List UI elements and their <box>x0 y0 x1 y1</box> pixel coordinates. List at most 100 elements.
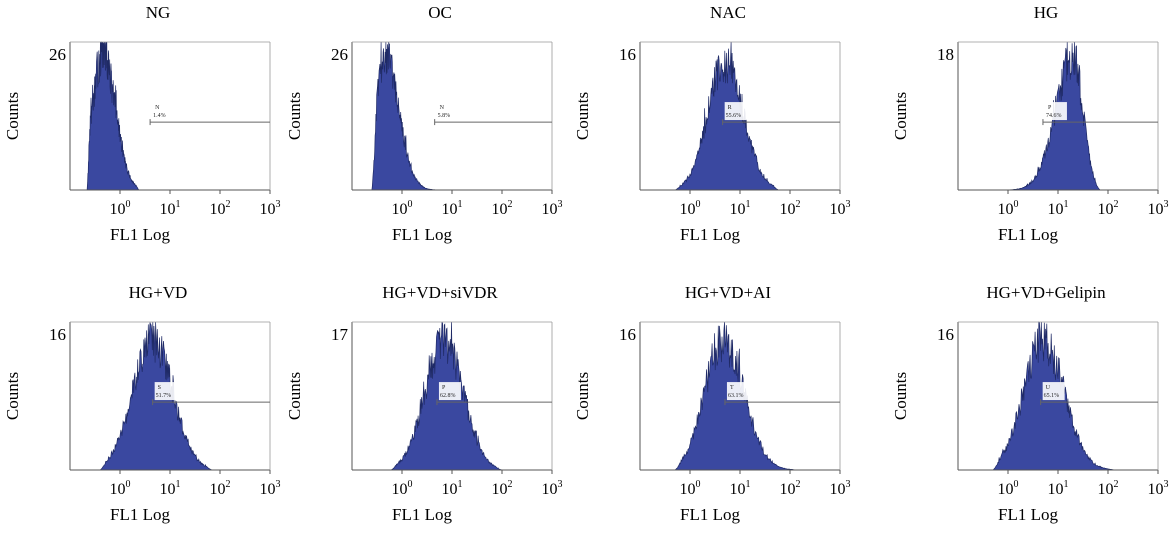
x-tick-label: 102 <box>492 199 513 218</box>
gate-percent: 62.8% <box>440 393 456 399</box>
x-axis-label: FL1 Log <box>680 225 740 244</box>
y-axis-label: Counts <box>891 372 910 420</box>
panel-title: HG <box>1034 3 1059 22</box>
histogram-panel: HG+VD 16 Counts S 51.7% 100 101 102 103 FL1 Log <box>3 283 281 524</box>
panel-title: HG+VD <box>129 283 188 302</box>
y-max-label: 26 <box>49 45 66 64</box>
gate-letter: P <box>1048 105 1052 111</box>
x-tick-label: 102 <box>1098 479 1119 498</box>
x-tick-label: 101 <box>160 199 181 218</box>
y-axis-label: Counts <box>285 372 304 420</box>
histogram-bars <box>1003 41 1102 191</box>
x-tick-label: 100 <box>110 479 131 498</box>
histogram-panel: HG+VD+siVDR 17 Counts P 62.8% 100 101 102 103 FL1… <box>285 283 563 524</box>
histogram-panel: NG 26 Counts N 1.4% 100 101 102 103 FL1 Log <box>3 3 281 244</box>
x-tick-label: 101 <box>1048 199 1069 218</box>
x-tick-label: 100 <box>998 479 1019 498</box>
gate-label-box <box>1044 102 1067 121</box>
gate-letter: S <box>158 385 161 391</box>
y-axis-label: Counts <box>573 92 592 140</box>
x-axis-label: FL1 Log <box>110 225 170 244</box>
x-tick-label: 100 <box>680 199 701 218</box>
panel-title: HG+VD+siVDR <box>382 283 498 302</box>
gate-percent: 1.4% <box>153 113 166 119</box>
histogram-panel: NAC 16 Counts R 55.6% 100 101 102 103 FL1 Log <box>573 3 851 244</box>
x-tick-label: 102 <box>1098 199 1119 218</box>
x-tick-label: 101 <box>442 199 463 218</box>
gate-label-box <box>724 102 747 121</box>
x-tick-label: 101 <box>442 479 463 498</box>
x-tick-label: 100 <box>110 199 131 218</box>
gate-letter: N <box>155 105 160 111</box>
x-axis-label: FL1 Log <box>680 505 740 524</box>
gate-label-box <box>726 382 749 401</box>
histogram-panel: HG+VD+AI 16 Counts T 63.1% 100 101 102 103 FL1 Lo… <box>573 283 851 524</box>
gate-percent: 74.6% <box>1046 113 1062 119</box>
gate-percent: 65.1% <box>1044 393 1060 399</box>
gate-label-box <box>154 382 177 401</box>
y-max-label: 16 <box>49 325 66 344</box>
x-tick-label: 100 <box>998 199 1019 218</box>
x-tick-label: 102 <box>780 199 801 218</box>
x-tick-label: 103 <box>1148 199 1169 218</box>
x-tick-label: 103 <box>542 199 563 218</box>
panel-title: HG+VD+AI <box>685 283 772 302</box>
x-tick-label: 101 <box>730 479 751 498</box>
x-tick-label: 103 <box>830 479 851 498</box>
x-axis-label: FL1 Log <box>998 225 1058 244</box>
gate-letter: R <box>728 105 732 111</box>
gate-label-box <box>1042 382 1065 401</box>
x-tick-label: 102 <box>492 479 513 498</box>
x-tick-label: 103 <box>260 479 281 498</box>
x-axis-label: FL1 Log <box>392 505 452 524</box>
x-tick-label: 100 <box>392 479 413 498</box>
gate-label-box <box>436 102 459 121</box>
gate-letter: P <box>442 385 446 391</box>
y-max-label: 18 <box>937 45 954 64</box>
x-axis-label: FL1 Log <box>110 505 170 524</box>
x-tick-label: 100 <box>392 199 413 218</box>
y-max-label: 16 <box>619 325 636 344</box>
gate-letter: U <box>1046 385 1051 391</box>
y-axis-label: Counts <box>285 92 304 140</box>
histogram-panel: OC 26 Counts N 5.8% 100 101 102 103 FL1 Log <box>285 3 563 244</box>
y-axis-label: Counts <box>3 372 22 420</box>
y-max-label: 17 <box>331 325 349 344</box>
x-tick-label: 102 <box>780 479 801 498</box>
y-max-label: 16 <box>937 325 954 344</box>
gate-percent: 51.7% <box>156 393 172 399</box>
histogram-panel: HG 18 Counts P 74.6% 100 101 102 103 FL1 Log <box>891 3 1169 244</box>
histogram-bars <box>86 41 140 191</box>
x-tick-label: 103 <box>1148 479 1169 498</box>
x-tick-label: 101 <box>160 479 181 498</box>
x-tick-label: 100 <box>680 479 701 498</box>
gate-label-box <box>152 102 175 121</box>
x-tick-label: 103 <box>260 199 281 218</box>
x-tick-label: 103 <box>542 479 563 498</box>
gate-letter: T <box>730 385 734 391</box>
y-max-label: 16 <box>619 45 636 64</box>
x-axis-label: FL1 Log <box>998 505 1058 524</box>
panel-title: NG <box>146 3 171 22</box>
gate-percent: 5.8% <box>438 113 451 119</box>
x-axis-label: FL1 Log <box>392 225 452 244</box>
y-axis-label: Counts <box>573 372 592 420</box>
x-tick-label: 103 <box>830 199 851 218</box>
x-tick-label: 102 <box>210 479 231 498</box>
y-max-label: 26 <box>331 45 348 64</box>
gate-percent: 55.6% <box>726 113 742 119</box>
histogram-panel: HG+VD+Gelipin 16 Counts U 65.1% 100 101 102 103 F… <box>891 283 1169 524</box>
gate-label-box <box>438 382 461 401</box>
y-axis-label: Counts <box>3 92 22 140</box>
gate-letter: N <box>440 105 445 111</box>
x-tick-label: 101 <box>1048 479 1069 498</box>
y-axis-label: Counts <box>891 92 910 140</box>
panel-title: NAC <box>710 3 746 22</box>
x-tick-label: 102 <box>210 199 231 218</box>
panel-title: OC <box>428 3 452 22</box>
gate-percent: 63.1% <box>728 393 744 399</box>
panel-title: HG+VD+Gelipin <box>986 283 1106 302</box>
x-tick-label: 101 <box>730 199 751 218</box>
